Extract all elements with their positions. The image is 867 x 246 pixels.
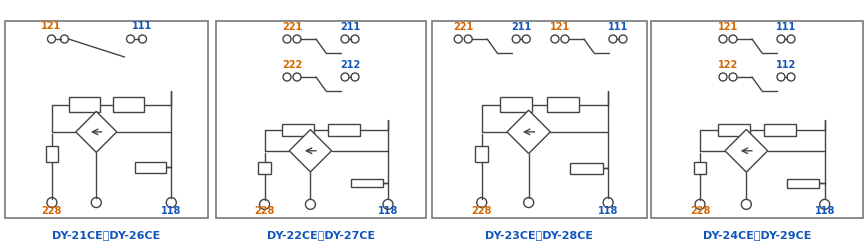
Text: 212: 212: [340, 60, 360, 70]
Text: 122: 122: [718, 60, 738, 70]
Bar: [718, 124, 750, 136]
Bar: [499, 97, 532, 112]
Bar: [328, 124, 360, 136]
Bar: [787, 179, 819, 188]
Text: 111: 111: [776, 22, 796, 32]
Text: 118: 118: [378, 206, 398, 216]
Bar: [69, 97, 100, 112]
Bar: [216, 21, 426, 218]
Text: 118: 118: [161, 206, 181, 216]
Text: 221: 221: [453, 22, 473, 32]
Text: 111: 111: [133, 21, 153, 31]
Bar: [5, 21, 208, 218]
Text: 121: 121: [550, 22, 570, 32]
Bar: [432, 21, 647, 218]
Text: 118: 118: [598, 206, 618, 216]
Text: 121: 121: [42, 21, 62, 31]
Bar: [570, 163, 603, 174]
Text: DY-24CE，DY-29CE: DY-24CE，DY-29CE: [703, 230, 812, 240]
Bar: [694, 162, 707, 174]
Text: 222: 222: [282, 60, 302, 70]
Text: 228: 228: [42, 206, 62, 216]
Text: 111: 111: [608, 22, 628, 32]
Bar: [651, 21, 863, 218]
Polygon shape: [507, 110, 551, 154]
Text: DY-21CE，DY-26CE: DY-21CE，DY-26CE: [52, 230, 160, 240]
Text: 118: 118: [814, 206, 835, 216]
Polygon shape: [75, 111, 117, 152]
Bar: [258, 162, 271, 174]
Text: DY-22CE，DY-27CE: DY-22CE，DY-27CE: [267, 230, 375, 240]
Text: DY-23CE，DY-28CE: DY-23CE，DY-28CE: [486, 230, 594, 240]
Text: 228: 228: [254, 206, 275, 216]
Bar: [135, 162, 166, 173]
Text: 112: 112: [776, 60, 796, 70]
Bar: [475, 146, 488, 162]
Text: 211: 211: [340, 22, 360, 32]
Bar: [351, 179, 382, 187]
Text: 221: 221: [282, 22, 302, 32]
Text: 228: 228: [690, 206, 710, 216]
Text: 228: 228: [472, 206, 492, 216]
Bar: [46, 146, 58, 162]
Text: 211: 211: [511, 22, 531, 32]
Bar: [764, 124, 796, 136]
Bar: [114, 97, 144, 112]
Bar: [282, 124, 314, 136]
Bar: [547, 97, 579, 112]
Text: 121: 121: [718, 22, 738, 32]
Polygon shape: [290, 130, 331, 172]
Polygon shape: [725, 129, 767, 172]
